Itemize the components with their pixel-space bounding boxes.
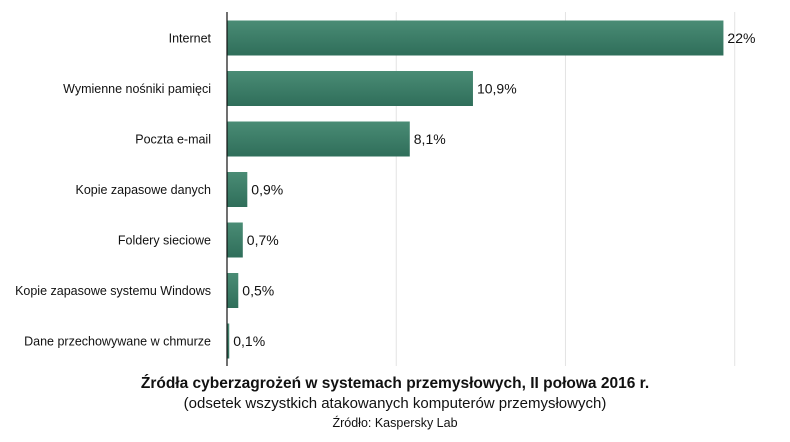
category-label: Foldery sieciowe (118, 234, 211, 248)
category-label: Kopie zapasowe systemu Windows (15, 284, 211, 298)
bar-4 (227, 172, 248, 207)
chart-subtitle: (odsetek wszystkich atakowanych komputer… (183, 395, 607, 412)
value-label: 8,1% (414, 131, 446, 147)
value-label: 0,7% (247, 232, 279, 248)
bar-layer (227, 20, 724, 359)
label-layer: Internet 22% Wymienne nośniki pamięci 10,9%… (15, 30, 755, 349)
bar-chart: Internet 22% Wymienne nośniki pamięci 10,9%… (15, 12, 755, 366)
grid-layer (395, 12, 736, 366)
bar-3 (227, 121, 410, 157)
category-label: Kopie zapasowe danych (75, 183, 211, 197)
bar-5 (227, 222, 243, 258)
bar-7 (227, 323, 230, 359)
bar-6 (227, 273, 239, 308)
chart-title: Źródła cyberzagrożeń w systemach przemys… (140, 375, 650, 392)
chart-area: Internet 22% Wymienne nośniki pamięci 10,9%… (15, 12, 755, 366)
value-label: 10,9% (477, 81, 517, 97)
bar-2 (227, 71, 473, 106)
category-label: Wymienne nośniki pamięci (63, 82, 211, 96)
value-label: 0,5% (242, 283, 274, 299)
value-label: 0,9% (251, 182, 283, 198)
bar-1 (227, 20, 724, 56)
category-label: Dane przechowywane w chmurze (24, 335, 211, 349)
category-label: Internet (169, 32, 212, 46)
category-label: Poczta e-mail (135, 133, 211, 147)
chart-source: Źródło: Kaspersky Lab (332, 416, 458, 430)
value-label: 0,1% (233, 333, 265, 349)
value-label: 22% (727, 30, 755, 46)
